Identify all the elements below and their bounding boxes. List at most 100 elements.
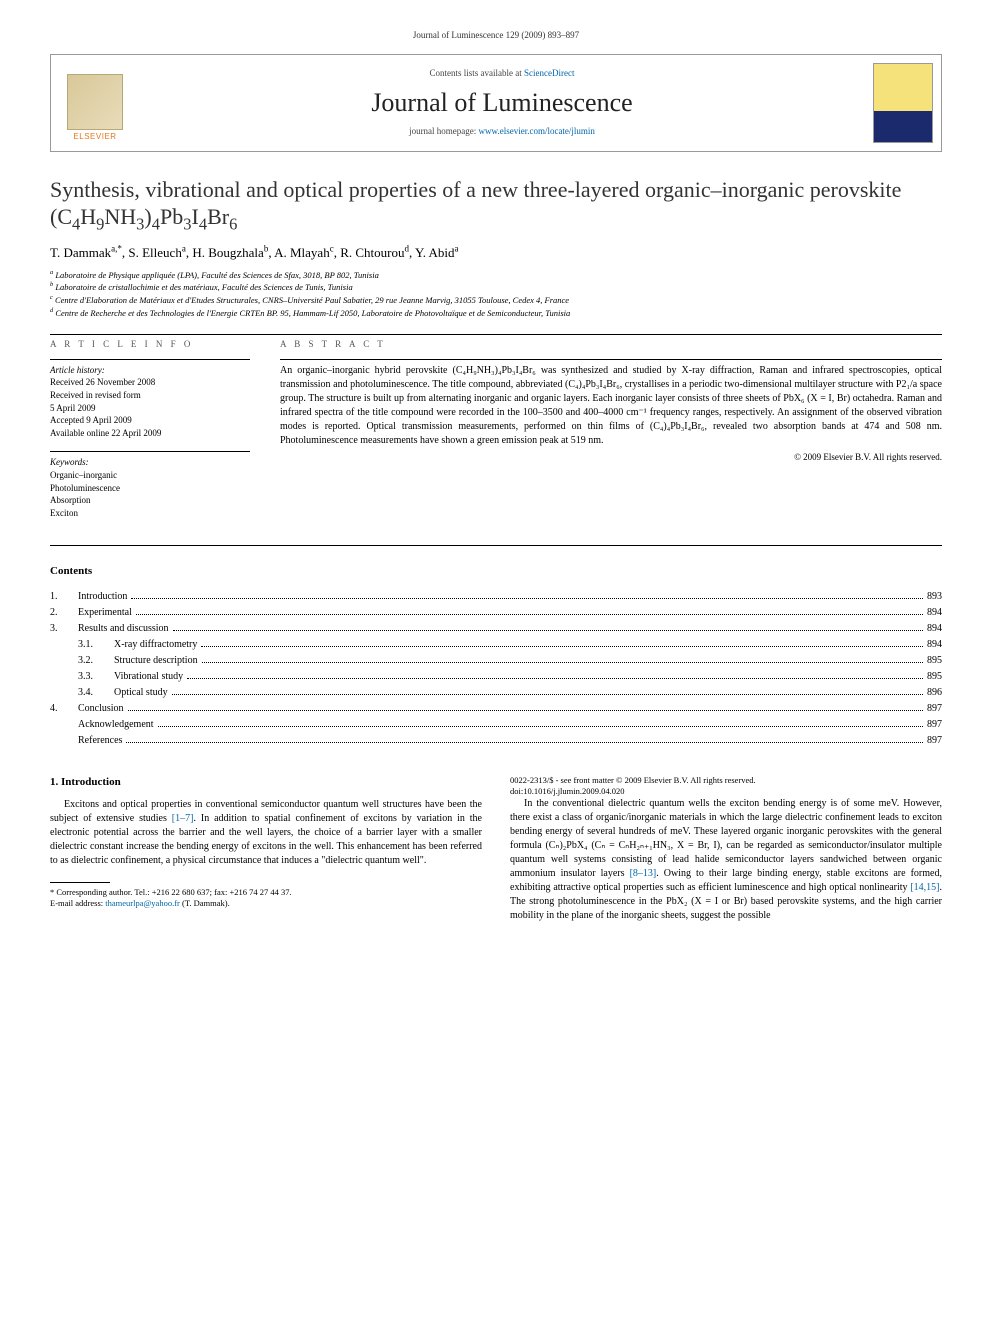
author-list: T. Dammaka,*, S. Elleucha, H. Bougzhalab… xyxy=(50,245,942,262)
toc-page: 894 xyxy=(927,637,942,653)
toc-number: 3.2. xyxy=(78,653,114,669)
history-line: Received in revised form xyxy=(50,389,250,402)
doi-line: doi:10.1016/j.jlumin.2009.04.020 xyxy=(510,786,942,797)
toc-row[interactable]: 4.Conclusion 897 xyxy=(50,701,942,717)
intro-para-2: In the conventional dielectric quantum w… xyxy=(510,797,942,923)
toc-page: 895 xyxy=(927,669,942,685)
publisher-logo: ELSEVIER xyxy=(59,63,131,143)
author-4: , A. Mlayah xyxy=(268,245,329,260)
toc-page: 897 xyxy=(927,701,942,717)
history-line: 5 April 2009 xyxy=(50,402,250,415)
keyword-line: Absorption xyxy=(50,494,250,507)
email-suffix: (T. Dammak). xyxy=(180,898,230,908)
toc-leader-dots xyxy=(126,742,923,743)
toc-leader-dots xyxy=(201,646,923,647)
citation-link[interactable]: [14,15] xyxy=(910,882,939,893)
toc-label: Conclusion xyxy=(78,701,124,717)
toc-label: References xyxy=(78,733,122,749)
author-6: , Y. Abid xyxy=(409,245,455,260)
footnote-contact: * Corresponding author. Tel.: +216 22 68… xyxy=(50,887,482,898)
toc-number: 2. xyxy=(50,605,78,621)
toc-row[interactable]: 1.Introduction 893 xyxy=(50,589,942,605)
toc-row[interactable]: 2.Experimental894 xyxy=(50,605,942,621)
homepage-line: journal homepage: www.elsevier.com/locat… xyxy=(131,126,873,138)
publisher-name: ELSEVIER xyxy=(73,132,116,142)
toc-label: Results and discussion xyxy=(78,621,169,637)
keyword-line: Exciton xyxy=(50,507,250,520)
keywords-label: Keywords: xyxy=(50,456,250,469)
author-5: , R. Chtourou xyxy=(334,245,405,260)
journal-header: ELSEVIER Contents lists available at Sci… xyxy=(50,54,942,152)
toc-row[interactable]: 3.3.Vibrational study 895 xyxy=(50,669,942,685)
toc-leader-dots xyxy=(128,710,923,711)
citation-link[interactable]: [8–13] xyxy=(630,868,657,879)
toc-page: 897 xyxy=(927,733,942,749)
affiliation-line: d Centre de Recherche et des Technologie… xyxy=(50,308,942,320)
toc-row[interactable]: 3.2.Structure description 895 xyxy=(50,653,942,669)
toc-leader-dots xyxy=(158,726,923,727)
elsevier-tree-icon xyxy=(67,74,123,130)
toc-leader-dots xyxy=(187,678,923,679)
toc-label: Structure description xyxy=(114,653,198,669)
running-head: Journal of Luminescence 129 (2009) 893–8… xyxy=(50,30,942,42)
toc-leader-dots xyxy=(136,614,923,615)
toc-leader-dots xyxy=(202,662,923,663)
homepage-prefix: journal homepage: xyxy=(409,126,478,136)
contents-available-line: Contents lists available at ScienceDirec… xyxy=(131,68,873,80)
toc-leader-dots xyxy=(172,694,923,695)
toc-label: Experimental xyxy=(78,605,132,621)
front-matter-line: 0022-2313/$ - see front matter © 2009 El… xyxy=(510,775,942,786)
history-line: Accepted 9 April 2009 xyxy=(50,414,250,427)
abstract-label: A B S T R A C T xyxy=(280,339,942,351)
sciencedirect-link[interactable]: ScienceDirect xyxy=(524,68,574,78)
toc-label: Vibrational study xyxy=(114,669,183,685)
corresponding-author-footnote: * Corresponding author. Tel.: +216 22 68… xyxy=(50,887,482,909)
toc-number: 1. xyxy=(50,589,78,605)
introduction-heading: 1. Introduction xyxy=(50,775,482,790)
toc-row[interactable]: 3.4.Optical study896 xyxy=(50,685,942,701)
history-line: Available online 22 April 2009 xyxy=(50,427,250,440)
article-info-label: A R T I C L E I N F O xyxy=(50,339,250,351)
affiliation-line: b Laboratoire de cristallochimie et des … xyxy=(50,282,942,294)
toc-row[interactable]: Acknowledgement897 xyxy=(50,717,942,733)
article-title: Synthesis, vibrational and optical prope… xyxy=(50,176,942,231)
toc-number: 3.3. xyxy=(78,669,114,685)
toc-number: 3.1. xyxy=(78,637,114,653)
author-email-link[interactable]: thameurlpa@yahoo.fr xyxy=(105,898,180,908)
toc-label: Introduction xyxy=(78,589,127,605)
footer-meta: 0022-2313/$ - see front matter © 2009 El… xyxy=(510,775,942,797)
journal-cover-thumbnail xyxy=(873,63,933,143)
history-label: Article history: xyxy=(50,364,250,377)
toc-page: 897 xyxy=(927,717,942,733)
citation-link[interactable]: [1–7] xyxy=(172,813,194,824)
affiliations: a Laboratoire de Physique appliquée (LPA… xyxy=(50,270,942,321)
history-line: Received 26 November 2008 xyxy=(50,376,250,389)
toc-label: X-ray diffractometry xyxy=(114,637,197,653)
author-3: , H. Bougzhala xyxy=(186,245,264,260)
toc-page: 893 xyxy=(927,589,942,605)
toc-page: 895 xyxy=(927,653,942,669)
divider-rule xyxy=(50,545,942,546)
abstract-text: An organic–inorganic hybrid perovskite (… xyxy=(280,364,942,448)
divider-rule xyxy=(50,359,250,360)
journal-title: Journal of Luminescence xyxy=(131,86,873,120)
toc-row[interactable]: 3.1.X-ray diffractometry 894 xyxy=(50,637,942,653)
toc-label: Optical study xyxy=(114,685,168,701)
author-2: , S. Elleuch xyxy=(122,245,182,260)
contents-heading: Contents xyxy=(50,564,942,578)
abstract-copyright: © 2009 Elsevier B.V. All rights reserved… xyxy=(280,452,942,464)
toc-leader-dots xyxy=(131,598,923,599)
toc-row[interactable]: References 897 xyxy=(50,733,942,749)
toc-number: 4. xyxy=(50,701,78,717)
toc-page: 894 xyxy=(927,621,942,637)
affiliation-line: c Centre d'Elaboration de Matériaux et d… xyxy=(50,295,942,307)
keyword-line: Photoluminescence xyxy=(50,482,250,495)
author-1: T. Dammak xyxy=(50,245,111,260)
homepage-link[interactable]: www.elsevier.com/locate/jlumin xyxy=(479,126,595,136)
toc-row[interactable]: 3.Results and discussion894 xyxy=(50,621,942,637)
divider-rule xyxy=(50,334,942,335)
toc-page: 896 xyxy=(927,685,942,701)
keywords-block: Keywords: Organic–inorganicPhotoluminesc… xyxy=(50,456,250,519)
divider-rule xyxy=(50,451,250,452)
keyword-line: Organic–inorganic xyxy=(50,469,250,482)
